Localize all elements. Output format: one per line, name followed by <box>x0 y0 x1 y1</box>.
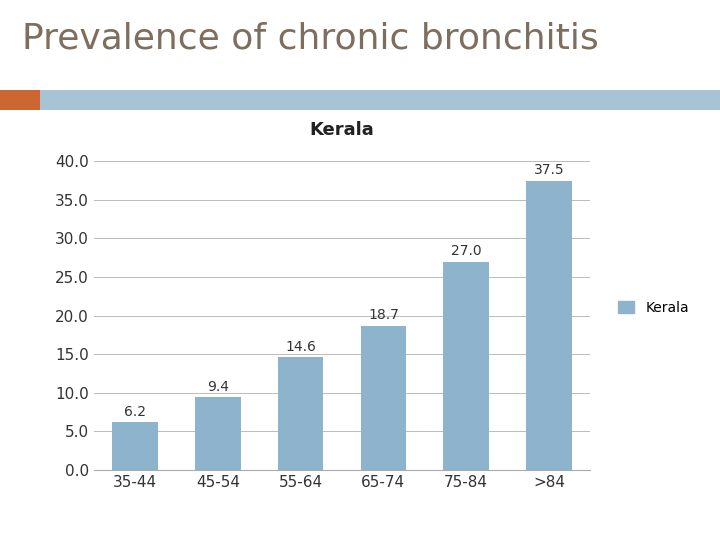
Text: 9.4: 9.4 <box>207 380 229 394</box>
Legend: Kerala: Kerala <box>612 295 695 320</box>
Bar <box>526 180 572 470</box>
Bar <box>444 261 489 470</box>
Bar <box>361 326 406 470</box>
Bar <box>112 422 158 470</box>
Text: 27.0: 27.0 <box>451 245 482 259</box>
Title: Kerala: Kerala <box>310 120 374 139</box>
Bar <box>195 397 240 470</box>
Text: Prevalence of chronic bronchitis: Prevalence of chronic bronchitis <box>22 22 598 56</box>
Text: 6.2: 6.2 <box>124 405 146 419</box>
Text: 18.7: 18.7 <box>368 308 399 322</box>
Bar <box>278 357 323 470</box>
Text: 14.6: 14.6 <box>285 340 316 354</box>
Text: 37.5: 37.5 <box>534 164 564 178</box>
